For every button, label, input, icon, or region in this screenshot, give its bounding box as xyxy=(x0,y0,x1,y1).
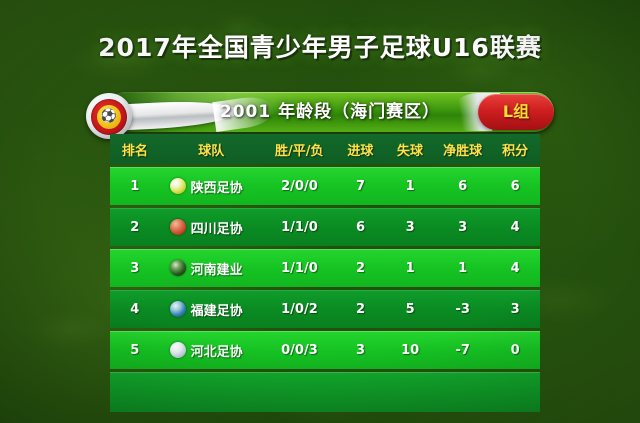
table-empty-row xyxy=(110,372,540,412)
table-row: 4 福建足协 1/0/2 2 5 -3 3 xyxy=(110,290,540,328)
cell-team-name: 河南建业 xyxy=(190,262,243,278)
cell-goal-diff: 1 xyxy=(458,260,468,276)
cell-goal-diff: 6 xyxy=(458,178,468,194)
hebei-fa-logo-icon xyxy=(169,342,186,358)
standings-table: 排名 球队 胜/平/负 进球 失球 净胜球 积分 1 陕西足协 2/0/0 7 … xyxy=(110,134,540,412)
cell-team: 河南建业 xyxy=(160,259,264,278)
column-header-goals-for: 进球 xyxy=(347,143,374,159)
column-header-goal-diff: 净胜球 xyxy=(443,143,483,159)
column-header-wdl: 胜/平/负 xyxy=(274,143,324,159)
cell-goals-against: 1 xyxy=(405,260,415,276)
cell-rank: 2 xyxy=(130,219,140,235)
cell-goals-against: 5 xyxy=(405,301,415,317)
cell-team-name: 福建足协 xyxy=(190,303,243,319)
table-header-row: 排名 球队 胜/平/负 进球 失球 净胜球 积分 xyxy=(110,134,540,164)
football-association-emblem-icon: ⚽ xyxy=(86,93,132,139)
cell-team: 陕西足协 xyxy=(160,177,264,196)
cell-team: 福建足协 xyxy=(160,300,264,319)
banner: 2001 年龄段（海门赛区） ⚽ L组 xyxy=(86,92,554,139)
cell-goals-against: 1 xyxy=(405,178,415,194)
group-badge xyxy=(478,94,554,130)
emblem-trophy-icon: ⚽ xyxy=(100,109,118,124)
cell-rank: 4 xyxy=(130,301,140,317)
column-header-rank: 排名 xyxy=(121,143,148,159)
fujian-fa-logo-icon xyxy=(169,301,186,317)
sichuan-fa-logo-icon xyxy=(169,219,186,235)
cell-wdl: 1/1/0 xyxy=(281,260,318,276)
cell-wdl: 1/0/2 xyxy=(281,301,318,317)
group-badge-label: L组 xyxy=(502,102,530,121)
column-header-team: 球队 xyxy=(198,143,225,159)
cell-team-name: 四川足协 xyxy=(190,221,243,237)
cell-goals-for: 2 xyxy=(356,260,366,276)
column-header-goals-against: 失球 xyxy=(397,143,424,159)
cell-goals-for: 3 xyxy=(356,342,366,358)
cell-points: 6 xyxy=(510,178,520,194)
cell-wdl: 1/1/0 xyxy=(281,219,318,235)
column-header-points: 积分 xyxy=(502,143,529,159)
emblem-gold-center xyxy=(97,105,121,129)
cell-team-name: 河北足协 xyxy=(190,344,243,360)
cell-team: 河北足协 xyxy=(160,341,264,360)
table-row: 5 河北足协 0/0/3 3 10 -7 0 xyxy=(110,331,540,369)
banner-subtitle: 2001 年龄段（海门赛区） xyxy=(219,102,441,122)
cell-rank: 1 xyxy=(130,178,140,194)
page-title: 2017年全国青少年男子足球U16联赛 xyxy=(98,33,542,62)
cell-wdl: 2/0/0 xyxy=(281,178,318,194)
cell-rank: 3 xyxy=(130,260,140,276)
cell-goal-diff: 3 xyxy=(458,219,468,235)
henan-jianye-logo-icon xyxy=(169,260,186,276)
cell-goals-for: 2 xyxy=(356,301,366,317)
shaanxi-fa-logo-icon xyxy=(169,178,186,194)
cell-goals-for: 7 xyxy=(356,178,366,194)
cell-team: 四川足协 xyxy=(160,218,264,237)
cell-goal-diff: -3 xyxy=(455,301,470,317)
cell-points: 0 xyxy=(510,342,520,358)
cell-goals-against: 3 xyxy=(405,219,415,235)
cell-wdl: 0/0/3 xyxy=(281,342,318,358)
cell-points: 4 xyxy=(510,260,520,276)
cell-goal-diff: -7 xyxy=(455,342,470,358)
cell-goals-against: 10 xyxy=(401,342,420,358)
cell-team-name: 陕西足协 xyxy=(190,180,243,196)
table-row: 2 四川足协 1/1/0 6 3 3 4 xyxy=(110,208,540,246)
cell-points: 4 xyxy=(510,219,520,235)
table-row: 1 陕西足协 2/0/0 7 1 6 6 xyxy=(110,167,540,205)
cell-goals-for: 6 xyxy=(356,219,366,235)
cell-rank: 5 xyxy=(130,342,140,358)
table-row: 3 河南建业 1/1/0 2 1 1 4 xyxy=(110,249,540,287)
cell-points: 3 xyxy=(510,301,520,317)
